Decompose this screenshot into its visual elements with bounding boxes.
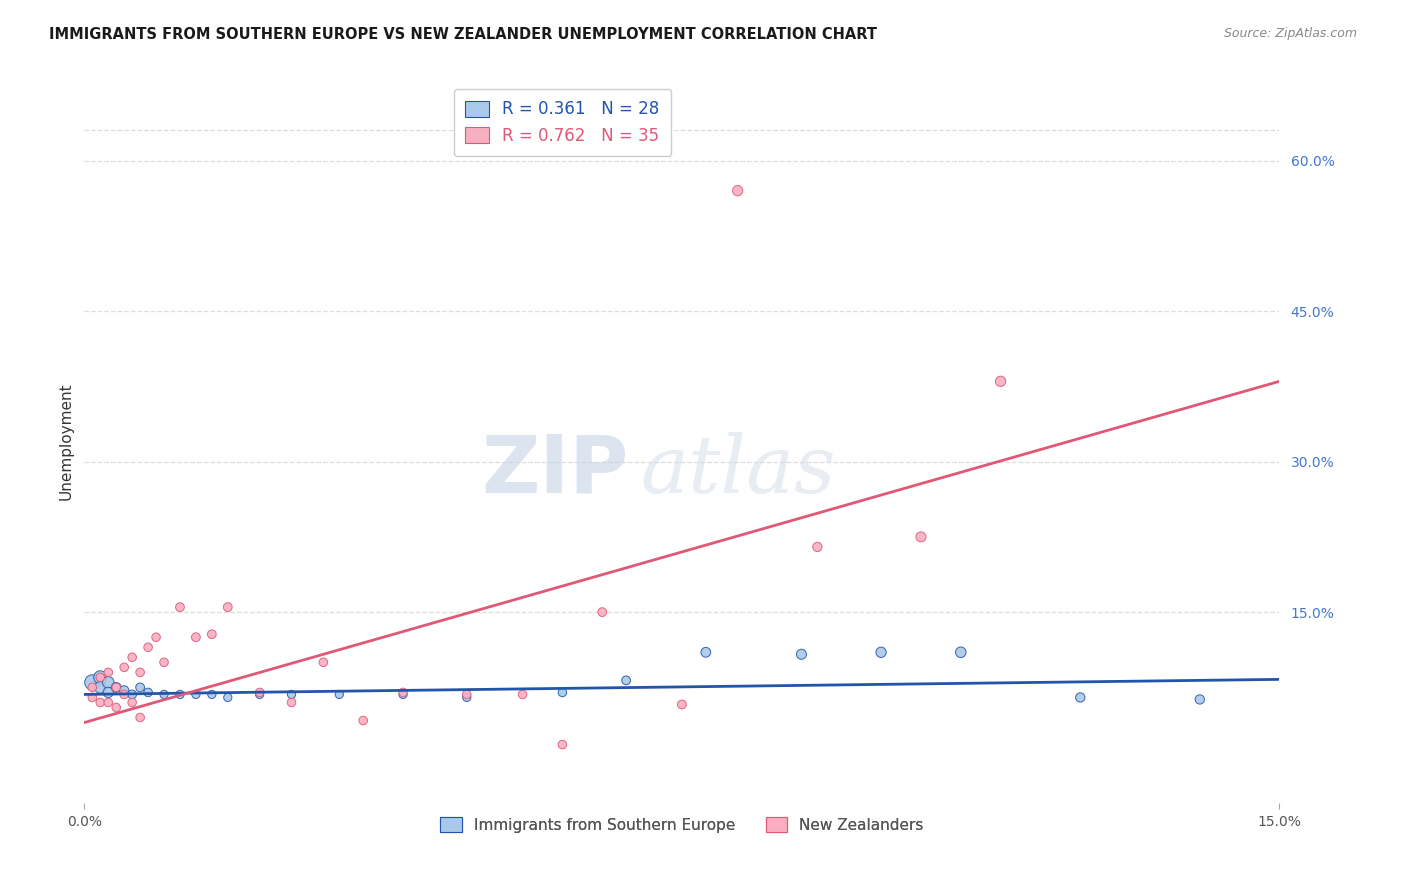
Point — [82, 690, 104, 705]
Point — [790, 648, 813, 662]
Point — [97, 696, 120, 710]
Point — [169, 600, 191, 615]
Point — [512, 687, 534, 701]
Point — [112, 687, 135, 701]
Point — [184, 630, 207, 644]
Point — [806, 540, 828, 554]
Point — [136, 685, 159, 699]
Point — [97, 685, 120, 699]
Point — [169, 687, 191, 701]
Point — [1188, 692, 1211, 706]
Point — [121, 687, 143, 701]
Point — [153, 655, 176, 669]
Point — [89, 681, 111, 695]
Point — [82, 681, 104, 695]
Point — [727, 184, 749, 198]
Point — [145, 630, 167, 644]
Point — [551, 685, 574, 699]
Point — [551, 738, 574, 752]
Point — [949, 645, 972, 659]
Point — [249, 685, 271, 699]
Point — [129, 681, 152, 695]
Y-axis label: Unemployment: Unemployment — [58, 383, 73, 500]
Text: atlas: atlas — [640, 432, 835, 509]
Point — [392, 687, 415, 701]
Point — [352, 714, 374, 728]
Point — [184, 687, 207, 701]
Point — [129, 710, 152, 724]
Point — [129, 665, 152, 680]
Point — [217, 600, 239, 615]
Point — [217, 690, 239, 705]
Point — [614, 673, 637, 688]
Point — [201, 687, 224, 701]
Point — [870, 645, 893, 659]
Point — [105, 681, 128, 695]
Point — [990, 375, 1012, 389]
Text: IMMIGRANTS FROM SOUTHERN EUROPE VS NEW ZEALANDER UNEMPLOYMENT CORRELATION CHART: IMMIGRANTS FROM SOUTHERN EUROPE VS NEW Z… — [49, 27, 877, 42]
Point — [112, 660, 135, 674]
Legend: Immigrants from Southern Europe, New Zealanders: Immigrants from Southern Europe, New Zea… — [432, 808, 932, 842]
Point — [456, 687, 478, 701]
Text: Source: ZipAtlas.com: Source: ZipAtlas.com — [1223, 27, 1357, 40]
Point — [249, 687, 271, 701]
Point — [591, 605, 613, 619]
Point — [695, 645, 717, 659]
Point — [105, 700, 128, 714]
Point — [97, 675, 120, 690]
Point — [910, 530, 932, 544]
Point — [328, 687, 350, 701]
Point — [136, 640, 159, 655]
Point — [121, 696, 143, 710]
Point — [671, 698, 693, 712]
Point — [280, 696, 302, 710]
Point — [82, 675, 104, 690]
Point — [392, 685, 415, 699]
Text: ZIP: ZIP — [481, 432, 628, 509]
Point — [456, 690, 478, 705]
Point — [89, 696, 111, 710]
Point — [105, 681, 128, 695]
Point — [121, 650, 143, 665]
Point — [89, 670, 111, 684]
Point — [89, 670, 111, 684]
Point — [153, 687, 176, 701]
Point — [280, 687, 302, 701]
Point — [97, 665, 120, 680]
Point — [201, 627, 224, 641]
Point — [312, 655, 335, 669]
Point — [112, 683, 135, 698]
Point — [1069, 690, 1091, 705]
